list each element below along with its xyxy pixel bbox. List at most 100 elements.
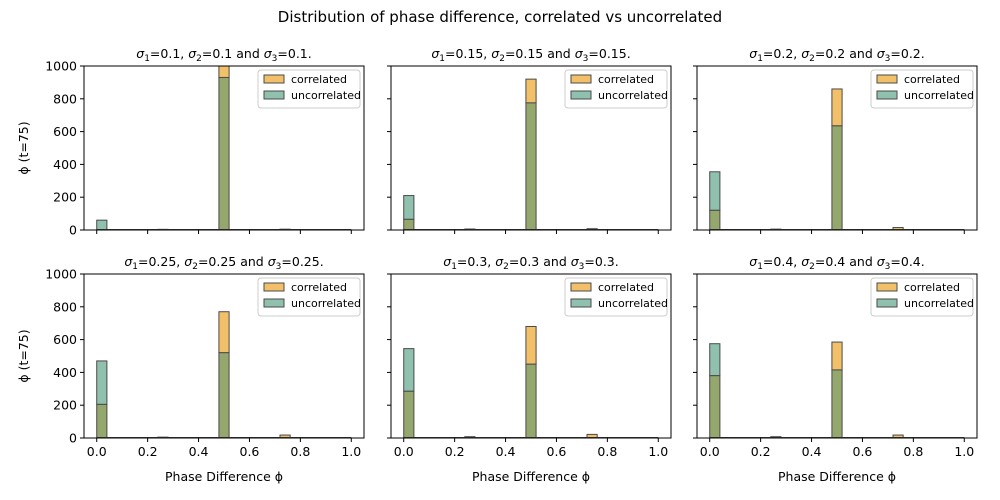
axes-frame xyxy=(83,65,365,231)
y-tick-label: 800 xyxy=(53,299,77,314)
y-axis-label: ϕ (t=75) xyxy=(16,329,31,382)
histogram-bar-overlap xyxy=(96,403,108,439)
histogram-bar xyxy=(96,360,108,405)
x-tick-label: 1.0 xyxy=(954,444,974,459)
x-tick-label: 0.6 xyxy=(853,444,873,459)
histogram-bar xyxy=(525,325,537,365)
legend-swatch xyxy=(876,298,898,308)
legend-swatch xyxy=(263,298,285,308)
x-tick-label: 0.8 xyxy=(597,444,617,459)
legend-label: uncorrelated xyxy=(904,297,974,310)
histogram-bar xyxy=(218,65,230,78)
subplot-title: σ1=0.3, σ2=0.3 and σ3=0.3. xyxy=(443,254,618,272)
y-tick-label: 1000 xyxy=(45,267,77,282)
x-tick-label: 1.0 xyxy=(648,444,668,459)
axes-frame xyxy=(390,273,672,439)
histogram-bar xyxy=(709,171,721,211)
x-axis-label: Phase Difference ϕ xyxy=(165,469,283,484)
subplot-title: σ1=0.4, σ2=0.4 and σ3=0.4. xyxy=(749,254,924,272)
histogram-bar-overlap xyxy=(403,390,415,439)
y-tick-label: 400 xyxy=(53,365,77,380)
legend-swatch xyxy=(263,74,285,84)
y-tick-label: 600 xyxy=(53,332,77,347)
x-tick-label: 0.2 xyxy=(751,444,771,459)
x-tick-label: 0.0 xyxy=(700,444,720,459)
axes-frame xyxy=(83,273,365,439)
histogram-bar-overlap xyxy=(709,209,721,231)
x-tick-label: 0.2 xyxy=(138,444,158,459)
histogram-bar xyxy=(709,343,721,377)
subplot-5: σ1=0.3, σ2=0.3 and σ3=0.3. 0.0 0.2 0.4 0.6 0.… xyxy=(387,254,672,484)
y-tick-label: 800 xyxy=(53,91,77,106)
x-tick-label: 0.0 xyxy=(394,444,414,459)
x-tick-label: 0.4 xyxy=(802,444,822,459)
legend-swatch xyxy=(876,282,898,292)
x-tick-label: 1.0 xyxy=(341,444,361,459)
subplot-2: σ1=0.15, σ2=0.15 and σ3=0.15. correlated u… xyxy=(387,46,672,234)
legend-label: correlated xyxy=(291,73,347,86)
histogram-bar xyxy=(831,88,843,127)
legend-swatch xyxy=(570,298,592,308)
histogram-bar-overlap xyxy=(218,352,230,439)
x-tick-label: 0.6 xyxy=(240,444,260,459)
legend-label: uncorrelated xyxy=(291,297,361,310)
x-tick-label: 0.6 xyxy=(547,444,567,459)
y-tick-label: 0 xyxy=(69,431,77,446)
legend-label: uncorrelated xyxy=(904,89,974,102)
legend-swatch xyxy=(570,74,592,84)
legend-swatch xyxy=(570,282,592,292)
figure-title: Distribution of phase difference, correl… xyxy=(278,8,722,26)
subplot-1: σ1=0.1, σ2=0.1 and σ3=0.1. 0 200 400 600 800 1… xyxy=(16,46,365,238)
x-tick-label: 0.8 xyxy=(290,444,310,459)
x-tick-label: 0.0 xyxy=(87,444,107,459)
legend: correlated uncorrelated xyxy=(564,277,668,317)
subplot-title: σ1=0.1, σ2=0.1 and σ3=0.1. xyxy=(136,46,311,64)
histogram-bar-overlap xyxy=(831,369,843,439)
histogram-bar-overlap xyxy=(709,375,721,439)
histogram-bar-overlap xyxy=(403,218,415,231)
histogram-bar xyxy=(403,348,415,392)
legend-label: uncorrelated xyxy=(598,89,668,102)
axes-frame xyxy=(696,273,978,439)
x-tick-label: 0.2 xyxy=(445,444,465,459)
histogram-bar xyxy=(96,219,108,231)
axes-frame xyxy=(696,65,978,231)
subplot-4: σ1=0.25, σ2=0.25 and σ3=0.25. 0 200 400 600 8… xyxy=(16,254,365,484)
legend-label: correlated xyxy=(598,281,654,294)
y-tick-label: 1000 xyxy=(45,59,77,74)
y-tick-label: 0 xyxy=(69,223,77,238)
legend-label: correlated xyxy=(904,73,960,86)
legend-swatch xyxy=(876,74,898,84)
legend-label: correlated xyxy=(904,281,960,294)
legend: correlated uncorrelated xyxy=(870,69,974,109)
x-axis-label: Phase Difference ϕ xyxy=(472,469,590,484)
legend-label: uncorrelated xyxy=(291,89,361,102)
y-tick-label: 200 xyxy=(53,398,77,413)
histogram-bar xyxy=(831,341,843,371)
legend-label: correlated xyxy=(291,281,347,294)
y-tick-label: 600 xyxy=(53,124,77,139)
legend-swatch xyxy=(876,90,898,100)
legend-label: uncorrelated xyxy=(598,297,668,310)
x-tick-label: 0.4 xyxy=(496,444,516,459)
legend-label: correlated xyxy=(598,73,654,86)
legend: correlated uncorrelated xyxy=(257,277,361,317)
subplot-3: σ1=0.2, σ2=0.2 and σ3=0.2. correlated unco… xyxy=(693,46,978,234)
histogram-bar-overlap xyxy=(218,76,230,231)
y-tick-label: 400 xyxy=(53,157,77,172)
x-tick-label: 0.4 xyxy=(189,444,209,459)
subplot-title: σ1=0.15, σ2=0.15 and σ3=0.15. xyxy=(431,46,630,64)
histogram-bar xyxy=(218,311,230,354)
subplot-title: σ1=0.2, σ2=0.2 and σ3=0.2. xyxy=(749,46,924,64)
legend-swatch xyxy=(263,282,285,292)
y-axis-label: ϕ (t=75) xyxy=(16,121,31,174)
histogram-bar-overlap xyxy=(525,363,537,439)
histogram-bar xyxy=(525,78,537,104)
legend-swatch xyxy=(570,90,592,100)
histogram-bar-overlap xyxy=(831,125,843,231)
y-tick-label: 200 xyxy=(53,190,77,205)
histogram-bar xyxy=(403,195,415,220)
legend: correlated uncorrelated xyxy=(257,69,361,109)
x-axis-label: Phase Difference ϕ xyxy=(778,469,896,484)
